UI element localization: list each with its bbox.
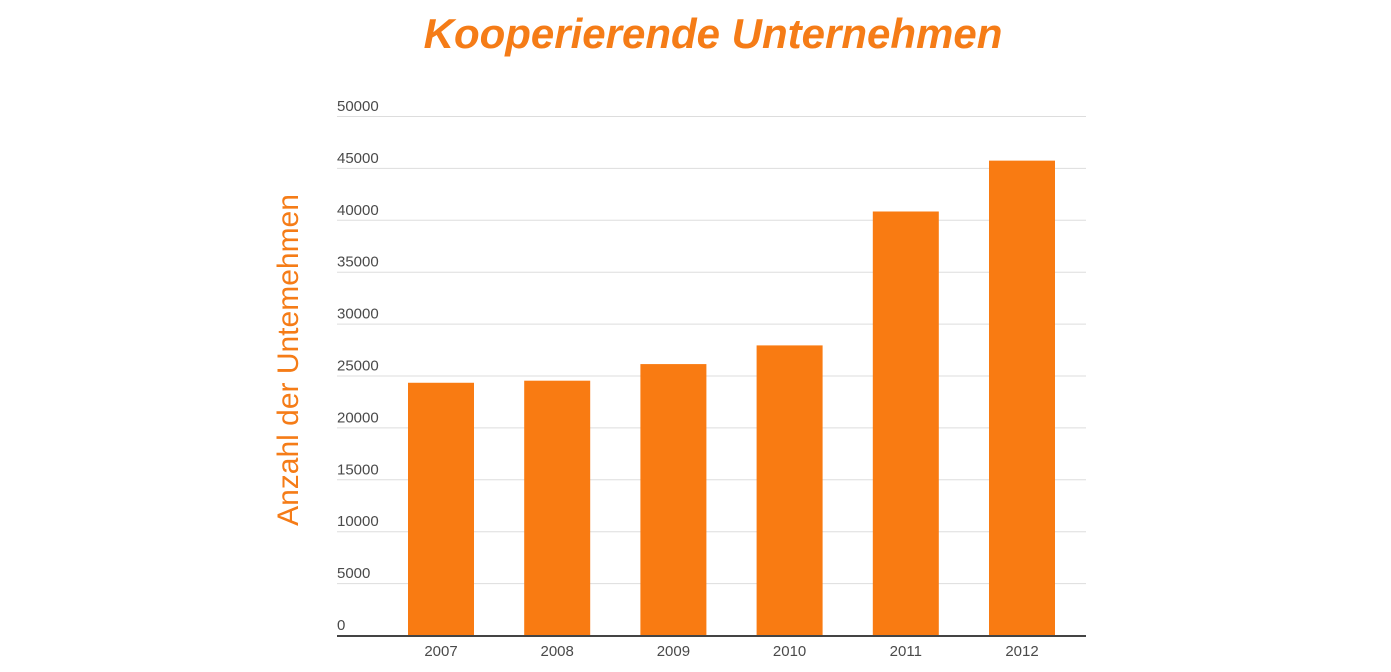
- bar-2008: [524, 380, 591, 635]
- y-tick-label: 30000: [337, 306, 379, 323]
- y-tick-label: 25000: [337, 358, 379, 375]
- y-tick-label: 35000: [337, 254, 379, 271]
- y-tick-label: 10000: [337, 513, 379, 530]
- y-tick-label: 45000: [337, 150, 379, 167]
- y-axis-label: Anzahl der Untemehmen: [272, 194, 305, 526]
- x-tick-label: 2011: [890, 643, 922, 660]
- x-tick-label: 2012: [1005, 643, 1038, 660]
- y-tick-label: 15000: [337, 461, 379, 478]
- bars: [408, 160, 1055, 635]
- x-tick-label: 2008: [541, 643, 574, 660]
- y-tick-label: 40000: [337, 202, 379, 219]
- y-tick-label: 20000: [337, 409, 379, 426]
- y-tick-labels: 0 5000 10000 15000 20000 25000 30000 35000 40000…: [337, 98, 379, 634]
- x-tick-label: 2009: [657, 643, 690, 660]
- bar-2012: [989, 160, 1055, 635]
- bar-2009: [640, 364, 707, 635]
- bar-2010: [756, 345, 823, 635]
- x-tick-label: 2007: [424, 643, 457, 660]
- bar-2007: [408, 382, 474, 635]
- x-tick-labels: 2007 2008 2009 2010 2011 2012: [424, 643, 1038, 660]
- y-tick-label: 50000: [337, 98, 379, 115]
- bar-2011: [872, 211, 939, 635]
- y-tick-label: 5000: [337, 565, 370, 582]
- x-tick-label: 2010: [773, 643, 806, 660]
- y-tick-label: 0: [337, 617, 345, 634]
- chart-title: Kooperierende Unternehmen: [423, 10, 1003, 57]
